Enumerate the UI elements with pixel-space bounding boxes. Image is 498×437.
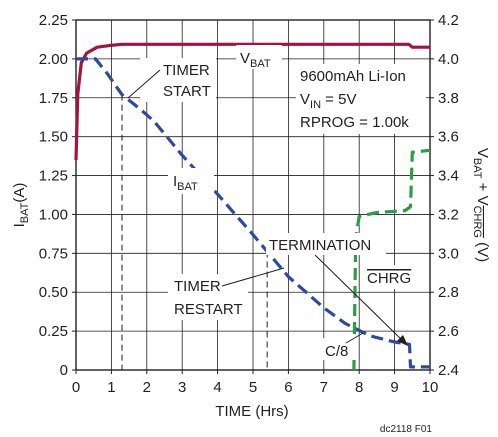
termination-arrow — [314, 254, 405, 343]
series-chrg — [352, 148, 431, 371]
timer-restart-leader — [221, 267, 285, 287]
termination-arrowhead — [397, 335, 408, 346]
timer-markers — [121, 94, 268, 370]
plot-frame — [72, 19, 434, 374]
c8-label: C/8 — [325, 343, 348, 360]
series-vbat — [74, 42, 430, 161]
y-right-axis-label: VBAT + VCHRG (V) — [471, 148, 491, 262]
timer-start-label-line1: TIMER — [163, 62, 210, 79]
c8-leader — [345, 332, 364, 344]
y-left-axis-label: IBAT(A) — [11, 183, 31, 228]
y-left-tick-labels: 0 0.25 0.50 0.75 1.00 1.25 1.50 1.75 2.00 2.25 — [39, 12, 68, 379]
vin-label: VIN = 5V — [300, 91, 356, 111]
x-tick-label: 3 — [178, 379, 186, 396]
y-left-tick-label: 0.75 — [39, 245, 68, 262]
y-right-tick-label: 3.4 — [438, 168, 459, 185]
termination-bg — [266, 233, 386, 255]
timer-restart-label-line1: TIMER — [174, 278, 221, 295]
rprog-label: RPROG = 1.00k — [300, 114, 409, 131]
x-tick-label: 0 — [72, 379, 80, 396]
y-left-tick-label: 2.25 — [39, 12, 68, 29]
battery-label: 9600mAh Li-Ion — [300, 68, 406, 85]
y-right-tick-label: 2.4 — [438, 362, 459, 379]
x-tick-label: 8 — [355, 379, 363, 396]
conditions-box-bg — [296, 64, 426, 134]
annotations: VBAT TIMER START 9600mAh Li-Ion VIN = 5V… — [127, 45, 433, 435]
ibat-label: IBAT — [173, 173, 198, 193]
x-tick-label: 7 — [320, 379, 328, 396]
ibat-label-bg — [168, 168, 214, 194]
x-tick-label: 9 — [390, 379, 398, 396]
y-right-tick-label: 3.0 — [438, 245, 459, 262]
figure-id: dc2118 F01 — [380, 424, 433, 435]
y-right-tick-label: 3.6 — [438, 129, 459, 146]
x-tick-labels: 0 1 2 3 4 5 6 7 8 9 10 — [72, 379, 439, 396]
timer-restart-bg — [168, 274, 248, 320]
y-right-tick-labels: 2.4 2.6 2.8 3.0 3.2 3.4 3.6 3.8 4.0 4.2 — [438, 12, 459, 379]
vbat-label: VBAT — [240, 50, 271, 70]
y-left-tick-label: 0.25 — [39, 323, 68, 340]
x-tick-label: 2 — [143, 379, 151, 396]
y-right-tick-label: 4.2 — [438, 12, 459, 29]
x-axis-label: TIME (Hrs) — [215, 403, 288, 420]
series-ibat — [76, 57, 430, 369]
x-tick-label: 1 — [107, 379, 115, 396]
y-right-tick-label: 3.8 — [438, 90, 459, 107]
x-tick-label: 6 — [284, 379, 292, 396]
y-left-tick-label: 1.25 — [39, 168, 68, 185]
timer-start-bg — [140, 58, 216, 102]
timer-start-label-line2: START — [163, 83, 211, 100]
y-right-tick-label: 2.6 — [438, 323, 459, 340]
timer-start-leader — [127, 69, 161, 99]
x-tick-label: 4 — [213, 379, 221, 396]
x-tick-label: 10 — [422, 379, 439, 396]
y-left-tick-label: 0.50 — [39, 284, 68, 301]
y-left-tick-label: 1.50 — [39, 129, 68, 146]
y-left-tick-label: 1.00 — [39, 206, 68, 223]
y-right-tick-label: 2.8 — [438, 284, 459, 301]
y-left-tick-label: 1.75 — [39, 90, 68, 107]
chrg-label-bg — [360, 265, 418, 289]
c8-label-bg — [322, 338, 356, 360]
y-left-tick-label: 2.00 — [39, 51, 68, 68]
chrg-label: CHRG — [367, 270, 411, 287]
termination-label: TERMINATION — [269, 237, 371, 254]
y-right-tick-label: 3.2 — [438, 206, 459, 223]
y-left-tick-label: 0 — [60, 362, 68, 379]
y-right-tick-label: 4.0 — [438, 51, 459, 68]
vbat-label-bg — [236, 45, 282, 69]
timer-restart-label-line2: RESTART — [174, 301, 243, 318]
x-tick-label: 5 — [249, 379, 257, 396]
